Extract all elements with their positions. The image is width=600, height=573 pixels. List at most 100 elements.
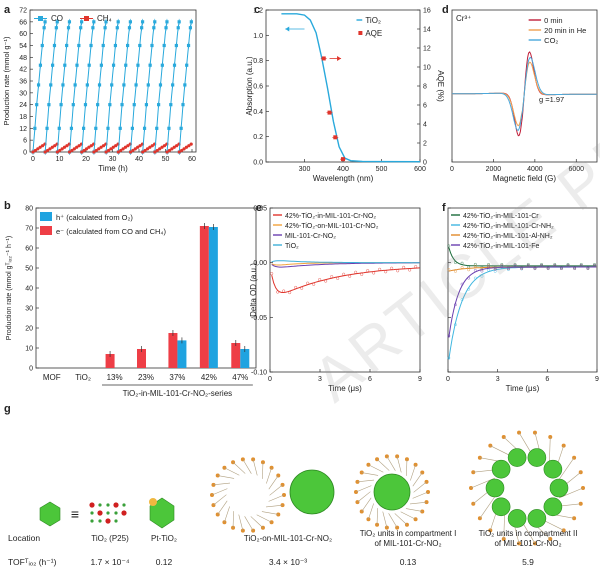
co-cycle-line: [56, 21, 70, 153]
f-data-point: [473, 276, 477, 280]
mof-comp1-linker: [412, 491, 429, 499]
ch4-point: [177, 150, 181, 154]
mof-on-linker: [269, 484, 283, 496]
co-point: [103, 26, 107, 30]
co-point: [57, 126, 61, 130]
mof-comp1-linker: [355, 485, 372, 493]
co-point: [91, 26, 95, 30]
ch4-point: [43, 150, 47, 154]
d-cr-annotation: Cr³⁺: [456, 14, 471, 23]
aqe-point: [341, 157, 345, 162]
co-point: [75, 63, 79, 67]
ch4-point: [99, 145, 103, 149]
ch4-point: [160, 145, 164, 149]
c-xtick-label: 300: [299, 166, 311, 173]
tio2-unit-compartment-2: [485, 478, 505, 498]
ch4-point: [84, 147, 89, 151]
row-label-location: Location: [8, 533, 40, 543]
c-ytick-label: 0.0: [253, 160, 263, 167]
d-g-value: g =1.97: [539, 95, 564, 104]
ch4-point: [72, 147, 76, 151]
ch4-point: [158, 147, 162, 151]
e-bar: [199, 226, 209, 368]
e-xtick-label: 0: [268, 376, 272, 383]
f-data-point: [467, 276, 471, 280]
panel-c-frame: [265, 9, 421, 163]
legend-e-swatch: [40, 226, 52, 235]
aqe-point: [321, 56, 326, 61]
ch4-point: [145, 147, 150, 151]
e-legend-label: TiO₂: [285, 243, 299, 250]
co-cycle-line: [166, 21, 180, 153]
location-label-4: TiO₂ units in compartment II: [479, 529, 578, 538]
f-decay-trace: [448, 247, 597, 267]
f-data-point: [540, 263, 543, 266]
f-legend-label: 42%-TiO₂-in-MIL-101-Cr: [463, 213, 539, 220]
co-cycle-line: [178, 21, 192, 153]
c-ytick-label: 0.4: [253, 109, 263, 116]
co-point: [71, 103, 75, 107]
e-data-point: [288, 291, 292, 295]
ch4-point: [138, 144, 142, 148]
f-data-point: [566, 263, 570, 266]
mof-on-linker: [250, 516, 264, 528]
co-point: [59, 103, 63, 107]
b-category-label: 37%: [169, 373, 185, 382]
co-cycle-line: [93, 21, 107, 153]
legend-tio2-label: TiO₂: [365, 16, 381, 25]
co-point: [183, 83, 187, 87]
a-ytick-label: 24: [19, 102, 27, 109]
co-point: [134, 83, 138, 87]
f-decay-trace: [448, 266, 597, 338]
mof-comp1-linker: [388, 513, 398, 528]
f-data-point: [586, 267, 590, 270]
mof-on-linker: [262, 462, 264, 479]
mof-on-linker: [217, 475, 235, 479]
ch4-point: [150, 144, 154, 148]
co-point: [65, 43, 69, 48]
e-data-point: [378, 267, 382, 271]
f-data-point: [487, 264, 490, 268]
ch4-point: [50, 145, 54, 149]
h-bar: [208, 227, 218, 368]
co-point: [165, 20, 169, 24]
mof-comp1-linker: [406, 459, 408, 476]
co-cycle-line: [105, 21, 119, 153]
f-xtick-label: 3: [496, 376, 500, 383]
co-point: [153, 20, 157, 24]
f-xlabel: Time (μs): [506, 384, 540, 393]
b-category-label: TiO₂: [75, 373, 91, 382]
a-ytick-label: 48: [19, 55, 27, 62]
f-data-point: [533, 267, 537, 270]
tio2-unit-compartment-2: [491, 459, 511, 479]
a-xtick-label: 0: [31, 156, 35, 163]
co-point: [148, 63, 152, 67]
co-cycle-line: [44, 21, 58, 153]
panel-e-frame: [269, 207, 421, 373]
e-bar: [168, 333, 178, 368]
co-point: [63, 63, 67, 67]
lattice-atom: [90, 519, 94, 523]
ch4-point: [97, 147, 101, 151]
mof-comp1-linker: [361, 472, 379, 476]
lattice-atom: [114, 511, 118, 515]
b-ytick-label: 10: [25, 346, 33, 353]
b-ytick-label: 20: [25, 326, 33, 333]
e-legend-label: 42%-TiO₂-in-MIL-101-Cr-NO₂: [285, 213, 376, 220]
ch4-point: [53, 144, 57, 148]
ch4-point: [75, 145, 79, 149]
e-data-point: [276, 290, 280, 294]
co-point: [132, 103, 136, 107]
a-ytick-label: 36: [19, 79, 27, 86]
co-point: [157, 103, 161, 107]
c-ytick-label: 0.2: [253, 134, 263, 141]
d-xtick-label: 2000: [486, 166, 502, 173]
f-data-point: [447, 334, 451, 338]
ch4-point: [184, 145, 189, 149]
ch4-point: [55, 150, 59, 154]
e-data-point: [336, 276, 340, 280]
mof-comp1-linker: [376, 459, 390, 471]
e-ytick-label: 0.00: [253, 260, 267, 267]
mof-on-linker: [232, 511, 234, 528]
f-data-point: [473, 269, 477, 272]
